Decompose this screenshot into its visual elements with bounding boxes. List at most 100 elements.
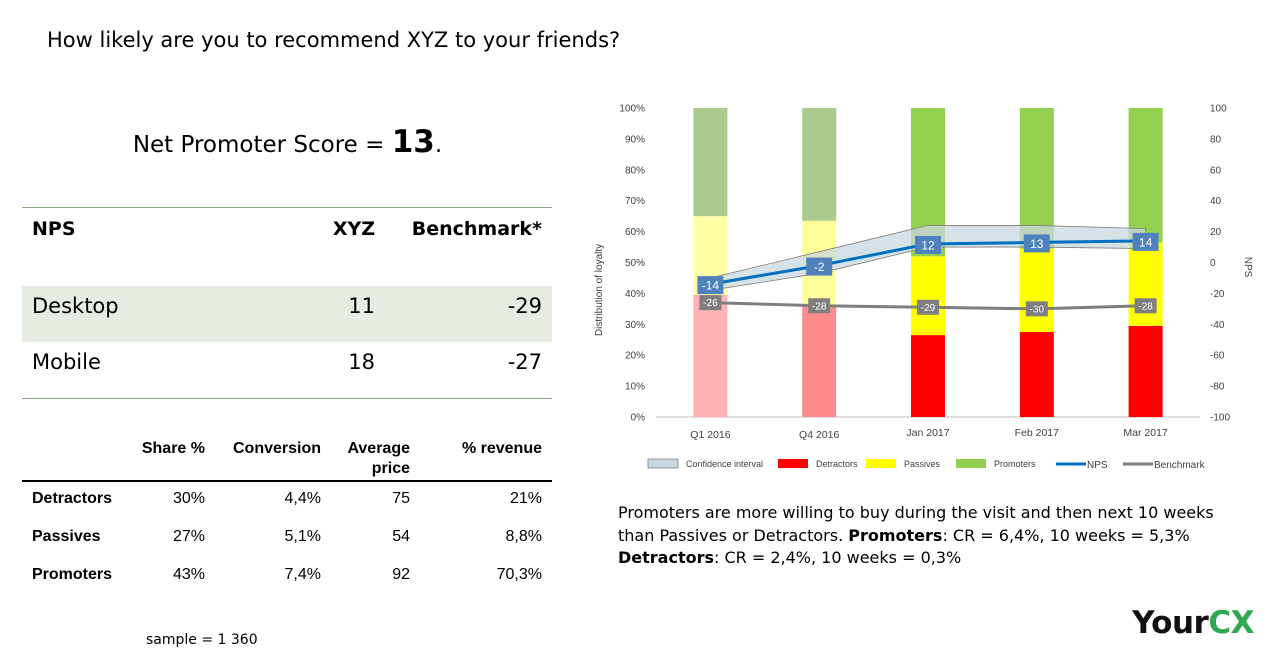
legend-label: Promoters (994, 459, 1036, 469)
data-label-nps: 12 (921, 238, 935, 252)
header-benchmark: Benchmark* (411, 218, 542, 240)
table-row: Promoters 43% 7,4% 92 70,3% (22, 558, 552, 596)
data-label-nps: -14 (702, 279, 720, 293)
data-label-box-nps (915, 235, 941, 254)
row-benchmark-value: -27 (507, 350, 542, 374)
bar-detractors (1019, 332, 1054, 417)
legend-swatch-detractors (778, 459, 808, 468)
insight-text-2: : CR = 6,4%, 10 weeks = 5,3% (942, 525, 1190, 545)
table-row: Mobile 18 -27 (22, 342, 552, 398)
revenue-value: 8,8% (505, 528, 542, 545)
data-label-box-nps (806, 257, 833, 276)
y2-tick-label: 0 (1210, 258, 1216, 269)
insight-text-3: : CR = 2,4%, 10 weeks = 0,3% (714, 548, 962, 567)
y2-tick-label: -40 (1210, 320, 1225, 331)
revenue-value: 70,3% (496, 566, 542, 583)
x-tick-label: Q4 2016 (799, 429, 839, 441)
survey-question: How likely are you to recommend XYZ to y… (47, 28, 621, 52)
legend-label: Confidence interval (686, 459, 763, 469)
table-header-row: NPS XYZ Benchmark* (22, 208, 552, 286)
table-header-row: Share % Conversion Average price % reven… (22, 436, 552, 482)
bar-passives (911, 256, 945, 336)
share-value: 30% (172, 490, 205, 507)
segment-table: Share % Conversion Average price % reven… (22, 436, 552, 596)
row-label: Mobile (32, 350, 101, 374)
row-label: Desktop (32, 294, 119, 318)
data-label-box-nps (697, 276, 724, 295)
bar-detractors (911, 335, 945, 417)
legend-swatch-confidence-interval (647, 458, 679, 469)
y2-tick-label: 60 (1210, 165, 1222, 176)
x-tick-label: Feb 2017 (1015, 427, 1060, 439)
average-price-value: 92 (392, 566, 410, 583)
y2-tick-label: 20 (1210, 227, 1222, 238)
bar-promoters (1128, 108, 1163, 243)
y-tick-label: 70% (625, 196, 645, 207)
chart-plot-area: 0% 10% 20% 30% 40% 50% 60% 70% 80% 90% 100% -100 -80… (619, 104, 1230, 442)
data-label-box-nps (1132, 232, 1159, 251)
y2-tick-label: -100 (1210, 413, 1230, 424)
legend-label: NPS (1087, 460, 1108, 471)
average-price-value: 54 (392, 528, 410, 545)
y-tick-label: 10% (625, 382, 645, 393)
row-benchmark-value: -29 (507, 294, 542, 318)
y-tick-label: 90% (625, 134, 645, 145)
nps-comparison-table: NPS XYZ Benchmark* Desktop 11 -29 Mobile… (22, 207, 552, 399)
chart-legend: Confidence interval Detractors Passives Pro… (647, 458, 1206, 471)
header-average-price: Average price (347, 440, 410, 477)
bar-promoters (802, 108, 837, 221)
legend-swatch-passives (866, 459, 896, 468)
legend-label: Detractors (816, 459, 858, 469)
data-label-nps: 14 (1139, 235, 1153, 249)
data-label-benchmark: -30 (1030, 304, 1045, 315)
average-price-value: 75 (392, 490, 410, 507)
header-revenue: % revenue (461, 440, 542, 457)
header-conversion: Conversion (232, 440, 321, 457)
y2-tick-label: 100 (1210, 104, 1227, 115)
bar-passives (1128, 242, 1163, 326)
y-tick-label: 20% (625, 351, 645, 362)
y2-tick-label: 40 (1210, 196, 1222, 207)
y-tick-label: 80% (625, 165, 645, 176)
conversion-value: 7,4% (284, 566, 321, 583)
legend-label: Passives (904, 459, 941, 469)
data-label-nps: -2 (814, 260, 825, 274)
data-label-box-nps (1023, 234, 1050, 253)
x-tick-label: Q1 2016 (690, 429, 730, 441)
header-nps: NPS (32, 218, 76, 240)
bar-passives (1019, 248, 1054, 333)
y2-tick-label: -80 (1210, 382, 1225, 393)
bar-detractors (693, 294, 728, 417)
x-tick-label: Jan 2017 (906, 427, 949, 439)
logo-part-cx: CX (1208, 605, 1254, 641)
share-value: 27% (172, 528, 205, 545)
data-label-benchmark: -28 (1138, 301, 1153, 312)
data-label-nps: 13 (1030, 237, 1044, 251)
logo-part-your: Your (1132, 605, 1209, 641)
data-label-box-benchmark (808, 298, 831, 314)
score-prefix: Net Promoter Score = (132, 132, 392, 158)
legend-label: Benchmark (1154, 460, 1206, 471)
yourcx-logo: YourCX (1132, 605, 1254, 641)
row-label: Passives (32, 528, 101, 545)
insight-text-1: Promoters are more willing to buy during… (618, 503, 1214, 545)
data-label-benchmark: -26 (703, 298, 718, 309)
y-tick-label: 100% (619, 104, 645, 115)
table-row: Detractors 30% 4,4% 75 21% (22, 482, 552, 520)
net-promoter-score-headline: Net Promoter Score = 13. (0, 124, 575, 160)
data-label-benchmark: -29 (921, 303, 936, 314)
insight-bold-detractors: Detractors (618, 548, 715, 567)
y-tick-label: 30% (625, 320, 645, 331)
row-label: Detractors (32, 490, 113, 507)
conversion-value: 4,4% (284, 490, 321, 507)
conversion-value: 5,1% (284, 528, 321, 545)
y2-tick-label: 80 (1210, 134, 1222, 145)
y-tick-label: 60% (625, 227, 645, 238)
y-tick-label: 0% (631, 413, 646, 424)
table-row: Desktop 11 -29 (22, 286, 552, 342)
score-value: 13 (391, 124, 435, 160)
bar-detractors (802, 305, 837, 417)
insight-text: Promoters are more willing to buy during… (618, 502, 1250, 570)
data-label-box-benchmark (917, 299, 939, 315)
y2-axis-title: NPS (1242, 257, 1253, 278)
